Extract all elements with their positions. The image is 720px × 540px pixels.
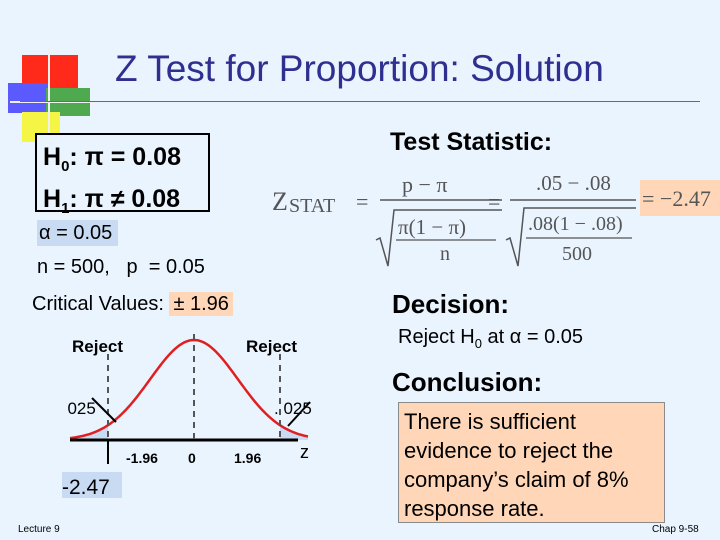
z-value-label: -2.47 [62,476,110,499]
critical-values-value: ± 1.96 [169,292,233,316]
decision-label: Decision: [392,289,510,319]
decision-text: Reject H0 at α = 0.05 [398,326,583,351]
normal-curve-diagram: Reject Reject . 025 . 025 -1.96 0 1.96 z… [62,334,312,499]
tail-left-label: . 025 [62,399,96,418]
sqrt-sign-1 [375,209,502,267]
h0-subscript: 0 [61,158,70,175]
reject-right-label: Reject [246,337,297,356]
denominator-2-n: 500 [562,243,592,265]
denominator-1-top: π(1 − π) [398,215,466,239]
null-hypothesis: H0: π = 0.08 [43,141,208,183]
h1-subscript: 1 [61,200,70,217]
decision-text-prefix: Reject H [398,326,475,348]
alternative-hypothesis: H1: π ≠ 0.08 [43,183,208,225]
z-subscript: STAT [289,195,335,217]
z-stat-formula: Z STAT = p − π π(1 − π) n = .05 − .08 .0… [272,171,711,267]
equals-2: = [488,189,500,214]
left-rejection-region [70,425,108,440]
decorative-horizontal-line [10,101,100,103]
z-value-highlight [62,472,122,498]
h0-statement: : π = 0.08 [69,143,181,171]
decorative-vertical-line [48,46,50,146]
test-statistic-label: Test Statistic: [390,128,553,156]
numerator-1: p − π [402,172,448,197]
footer-chapter: Chap 9-58 [652,524,699,535]
z-result: = −2.47 [642,186,711,211]
alpha-line: α = 0.05 [37,220,119,246]
title-divider [20,101,700,102]
alpha-value: α = 0.05 [37,220,119,246]
tick-label-zero: 0 [188,450,196,466]
z-letter: Z [272,187,288,216]
tick-label-neg: -1.96 [126,450,158,466]
critical-values: Critical Values: ± 1.96 [32,292,233,316]
tick-label-pos: 1.96 [234,450,261,466]
slide-title: Z Test for Proportion: Solution [115,48,604,89]
denominator-1-n: n [440,243,450,265]
h1-statement: : π ≠ 0.08 [69,185,181,213]
tail-pointer-left [91,397,117,423]
critical-values-label: Critical Values: [32,293,170,315]
h1-letter: H [43,185,62,213]
reject-left-label: Reject [72,337,123,356]
footer-lecture: Lecture 9 [18,524,60,535]
axis-label-z: z [300,442,309,462]
tail-pointer-right [287,401,311,427]
hypotheses-box: H0: π = 0.08 H1: π ≠ 0.08 [35,133,210,217]
conclusion-label: Conclusion: [392,367,543,397]
conclusion-text: There is sufficient evidence to reject t… [398,402,665,523]
decorative-blue-square [8,83,48,113]
normal-curve [69,338,309,440]
equals-1: = [356,189,368,214]
sqrt-sign-2 [505,207,636,267]
result-highlight [640,180,720,216]
h0-letter: H [43,143,62,171]
decision-text-subscript: 0 [474,336,482,351]
numerator-2: .05 − .08 [536,171,611,195]
sample-line: n = 500, p = 0.05 [37,256,205,278]
decision-text-suffix: at α = 0.05 [481,326,584,348]
tail-right-label: . 025 [274,399,312,418]
denominator-2-top: .08(1 − .08) [528,213,623,235]
